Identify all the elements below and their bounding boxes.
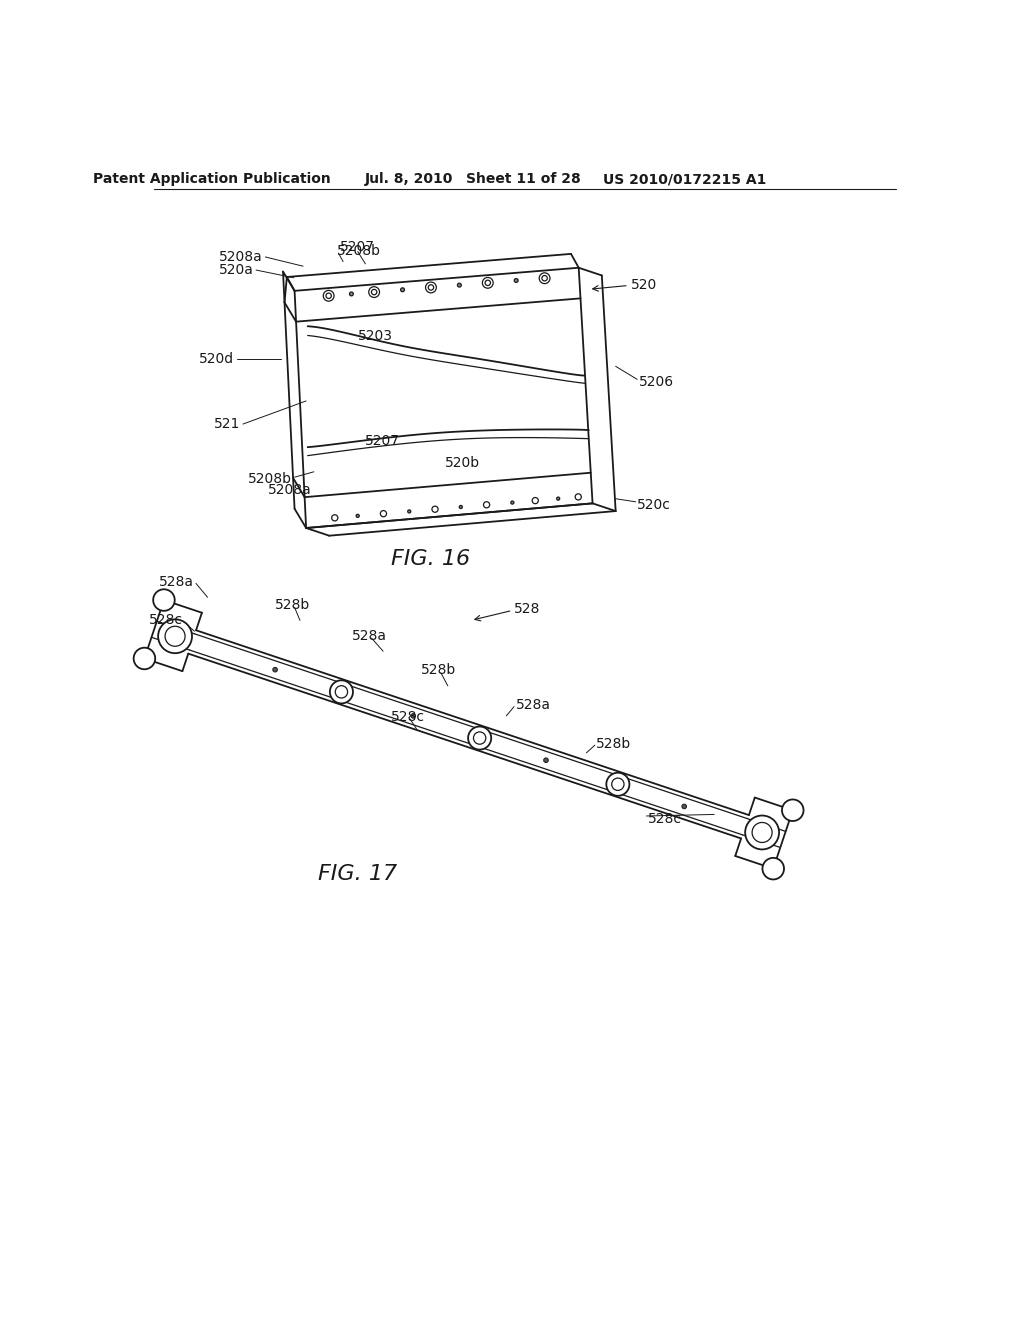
- Circle shape: [272, 668, 278, 672]
- Text: US 2010/0172215 A1: US 2010/0172215 A1: [603, 172, 767, 186]
- Circle shape: [428, 285, 433, 290]
- Circle shape: [158, 619, 193, 653]
- Text: 528a: 528a: [352, 628, 387, 643]
- Circle shape: [485, 280, 490, 285]
- Circle shape: [682, 804, 686, 809]
- Circle shape: [349, 292, 353, 296]
- Circle shape: [575, 494, 582, 500]
- Circle shape: [542, 276, 547, 281]
- Text: 5206: 5206: [639, 375, 674, 388]
- Circle shape: [332, 515, 338, 521]
- Circle shape: [763, 858, 784, 879]
- Circle shape: [326, 293, 332, 298]
- Circle shape: [408, 510, 411, 513]
- Circle shape: [335, 685, 347, 698]
- Text: 520d: 520d: [200, 351, 234, 366]
- Text: 528b: 528b: [274, 598, 310, 612]
- Circle shape: [483, 502, 489, 508]
- Text: 528: 528: [514, 602, 541, 616]
- Circle shape: [432, 506, 438, 512]
- Circle shape: [165, 626, 185, 647]
- Text: FIG. 17: FIG. 17: [318, 865, 397, 884]
- Text: 520b: 520b: [444, 455, 480, 470]
- Circle shape: [154, 589, 175, 611]
- Circle shape: [411, 714, 416, 718]
- Text: 528a: 528a: [515, 698, 551, 711]
- Text: 520: 520: [631, 279, 657, 293]
- Text: 5207: 5207: [366, 434, 400, 447]
- Circle shape: [400, 288, 404, 292]
- Text: Patent Application Publication: Patent Application Publication: [92, 172, 331, 186]
- Circle shape: [468, 726, 492, 750]
- Text: Jul. 8, 2010: Jul. 8, 2010: [366, 172, 454, 186]
- Circle shape: [356, 515, 359, 517]
- Circle shape: [324, 290, 334, 301]
- Text: 5208b: 5208b: [337, 244, 381, 257]
- Circle shape: [557, 498, 560, 500]
- Circle shape: [458, 284, 461, 286]
- Text: FIG. 16: FIG. 16: [391, 549, 470, 569]
- Text: 521: 521: [214, 417, 241, 432]
- Text: 528c: 528c: [391, 710, 425, 723]
- Text: 520a: 520a: [219, 263, 254, 277]
- Circle shape: [459, 506, 463, 508]
- Circle shape: [426, 282, 436, 293]
- Text: Sheet 11 of 28: Sheet 11 of 28: [466, 172, 581, 186]
- Circle shape: [544, 758, 548, 763]
- Circle shape: [611, 777, 624, 791]
- Circle shape: [606, 772, 630, 796]
- Circle shape: [330, 680, 353, 704]
- Circle shape: [134, 648, 156, 669]
- Text: 5203: 5203: [357, 329, 393, 342]
- Circle shape: [514, 279, 518, 282]
- Text: 528c: 528c: [648, 812, 682, 826]
- Text: 5208b: 5208b: [248, 471, 292, 486]
- Text: 528b: 528b: [596, 737, 632, 751]
- Circle shape: [532, 498, 539, 504]
- Text: 528b: 528b: [421, 664, 456, 677]
- Text: 5207: 5207: [340, 240, 375, 253]
- Circle shape: [380, 511, 386, 516]
- Circle shape: [482, 277, 494, 288]
- Text: 520c: 520c: [637, 498, 671, 512]
- Circle shape: [752, 822, 772, 842]
- Text: 5208a: 5208a: [267, 483, 311, 498]
- Circle shape: [369, 286, 380, 297]
- Circle shape: [745, 816, 779, 849]
- Circle shape: [473, 731, 485, 744]
- Circle shape: [782, 800, 804, 821]
- Circle shape: [511, 502, 514, 504]
- Circle shape: [372, 289, 377, 294]
- Circle shape: [540, 273, 550, 284]
- Text: 528a: 528a: [159, 576, 194, 589]
- Text: 528c: 528c: [148, 614, 183, 627]
- Text: 5208a: 5208a: [219, 249, 263, 264]
